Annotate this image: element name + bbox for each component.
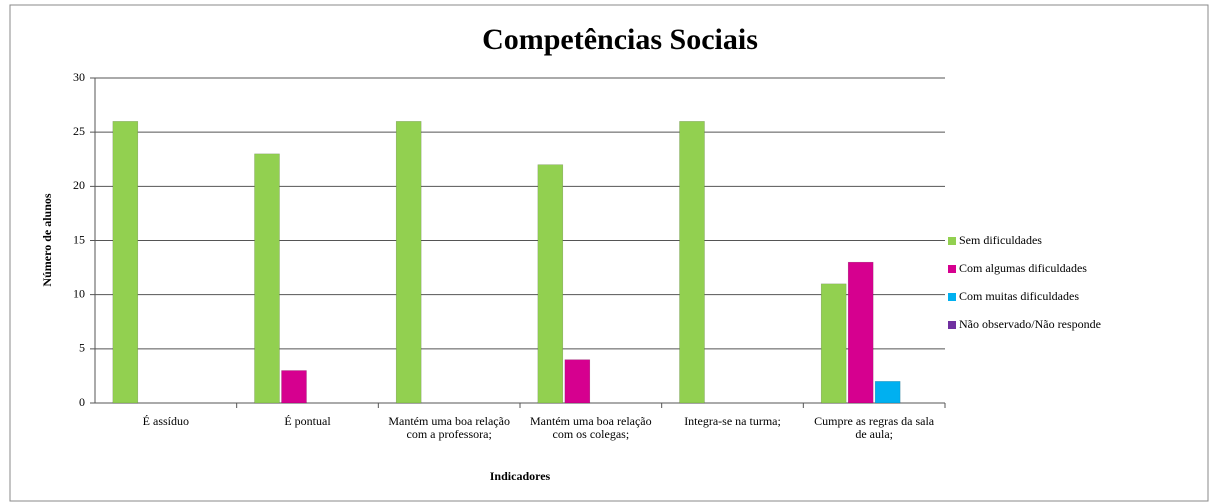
x-tick-label: É assíduo xyxy=(142,414,189,428)
legend-label: Não observado/Não responde xyxy=(959,317,1101,331)
bar xyxy=(820,283,847,404)
y-tick-label: 20 xyxy=(73,178,85,192)
bar xyxy=(874,381,901,404)
y-tick-label: 0 xyxy=(79,395,85,409)
bar xyxy=(112,121,139,404)
y-tick-label: 15 xyxy=(73,232,85,246)
bar xyxy=(564,359,591,404)
bar xyxy=(847,261,874,404)
bar xyxy=(254,153,280,404)
x-axis-title: Indicadores xyxy=(490,469,551,483)
chart-border xyxy=(9,4,1209,502)
x-tick-label: Cumpre as regras da sala de aula; xyxy=(814,414,935,441)
legend-label: Com muitas dificuldades xyxy=(959,289,1079,303)
y-tick-label: 25 xyxy=(73,124,85,138)
legend-swatch xyxy=(948,237,956,245)
y-tick-label: 10 xyxy=(73,286,85,300)
legend-label: Com algumas dificuldades xyxy=(959,261,1087,275)
legend-swatch xyxy=(948,293,956,301)
legend-swatch xyxy=(948,321,956,329)
legend-label: Sem dificuldades xyxy=(959,233,1042,247)
chart-title: Competências Sociais xyxy=(482,23,758,56)
y-tick-label: 5 xyxy=(79,341,85,355)
bar xyxy=(679,121,705,404)
x-tick-label: Mantém uma boa relação com a professora; xyxy=(388,414,510,441)
legend-swatch xyxy=(948,265,956,273)
bar xyxy=(537,164,564,404)
y-axis-title: Número de alunos xyxy=(40,193,54,286)
bar xyxy=(281,370,307,404)
x-tick-label: Mantém uma boa relação com os colegas; xyxy=(530,414,652,441)
bar xyxy=(395,121,422,404)
x-tick-label: Integra-se na turma; xyxy=(684,414,781,428)
x-tick-label: É pontual xyxy=(284,414,331,428)
y-tick-label: 30 xyxy=(73,70,85,84)
